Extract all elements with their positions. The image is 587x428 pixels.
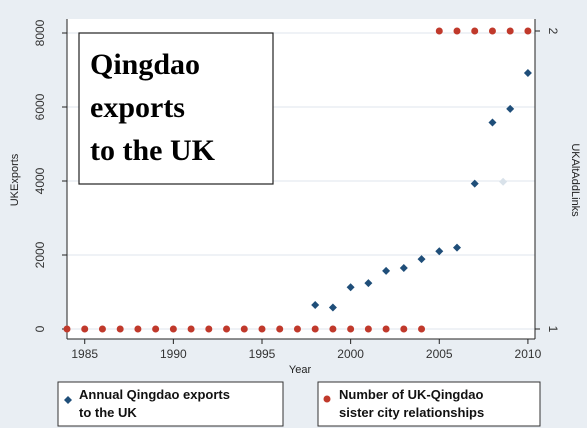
y-left-axis-label: UKExports xyxy=(9,153,21,206)
sister-city-point xyxy=(418,325,426,333)
callout-line-1: Qingdao xyxy=(90,48,200,81)
exports-point xyxy=(470,179,479,188)
exports-point xyxy=(523,68,532,77)
sister-city-point xyxy=(240,325,248,333)
exports-point xyxy=(488,118,497,127)
sister-city-point xyxy=(471,27,479,35)
sister-city-point xyxy=(116,325,124,333)
exports-point xyxy=(506,104,515,113)
y-left-tick-label: 4000 xyxy=(33,167,47,194)
legend: Annual Qingdao exports to the UK Number … xyxy=(57,381,541,427)
sister-city-point xyxy=(258,325,266,333)
exports-point xyxy=(453,243,461,252)
x-tick-label: 2005 xyxy=(426,347,453,361)
y-left-tick-label: 2000 xyxy=(33,241,47,268)
legend-box-sister-cities xyxy=(317,381,541,427)
sister-city-point xyxy=(453,27,461,35)
sister-city-point xyxy=(329,325,337,333)
y-right-tick-label: 1 xyxy=(546,326,560,333)
y-left-tick-label: 6000 xyxy=(33,93,47,120)
sister-city-point xyxy=(488,27,496,35)
sister-city-point xyxy=(311,325,319,333)
callout-frame xyxy=(78,32,274,185)
sister-city-point xyxy=(347,325,355,333)
x-tick-label: 1990 xyxy=(160,347,187,361)
callout-line-2: exports xyxy=(90,91,185,124)
exports-point xyxy=(435,247,444,256)
sister-city-point xyxy=(223,325,231,333)
exports-point xyxy=(328,303,337,312)
tick-marks: 0 2000 4000 6000 8000 1 2 1985 1990 1995 2000 2005 2… xyxy=(33,19,560,361)
legend-exports-line-2: to the UK xyxy=(79,405,137,420)
x-tick-label: 1995 xyxy=(249,347,276,361)
sister-city-point xyxy=(276,325,284,333)
x-tick-label: 2000 xyxy=(337,347,364,361)
sister-city-point xyxy=(364,325,372,333)
x-axis-label: Year xyxy=(289,364,312,376)
y-left-tick-label: 8000 xyxy=(33,19,47,46)
axes xyxy=(66,19,536,340)
sister-city-point xyxy=(400,325,408,333)
legend-sister-line-1: Number of UK-Qingdao xyxy=(339,387,483,402)
sister-city-point xyxy=(435,27,443,35)
x-tick-label: 2010 xyxy=(515,347,542,361)
sister-city-point xyxy=(187,325,195,333)
legend-marker-sister-cities xyxy=(323,395,331,403)
sister-city-point xyxy=(134,325,142,333)
exports-point xyxy=(382,266,391,275)
x-tick-label: 1985 xyxy=(71,347,98,361)
faded-point xyxy=(499,177,508,186)
legend-exports-line-1: Annual Qingdao exports xyxy=(79,387,230,402)
legend-marker-exports xyxy=(64,396,72,404)
sister-city-point xyxy=(382,325,390,333)
data-points xyxy=(63,27,532,333)
sister-city-point xyxy=(506,27,514,35)
exports-point xyxy=(311,300,320,309)
exports-point xyxy=(346,283,355,292)
sister-city-point xyxy=(63,325,71,333)
y-left-tick-label: 0 xyxy=(33,325,47,332)
sister-city-point xyxy=(524,27,532,35)
sister-city-point xyxy=(205,325,213,333)
exports-point xyxy=(364,279,373,288)
sister-city-point xyxy=(152,325,160,333)
exports-point xyxy=(417,255,426,264)
legend-box-exports xyxy=(57,381,284,427)
sister-city-point xyxy=(293,325,301,333)
callout-box: Qingdao exports to the UK xyxy=(78,32,274,185)
sister-city-point xyxy=(169,325,177,333)
exports-point xyxy=(399,263,408,272)
y-right-axis-label: UKAltAddLinks xyxy=(569,143,581,217)
y-right-tick-label: 2 xyxy=(546,28,560,35)
sister-city-point xyxy=(81,325,89,333)
legend-sister-line-2: sister city relationships xyxy=(339,405,484,420)
sister-city-point xyxy=(98,325,106,333)
callout-line-3: to the UK xyxy=(90,134,216,167)
